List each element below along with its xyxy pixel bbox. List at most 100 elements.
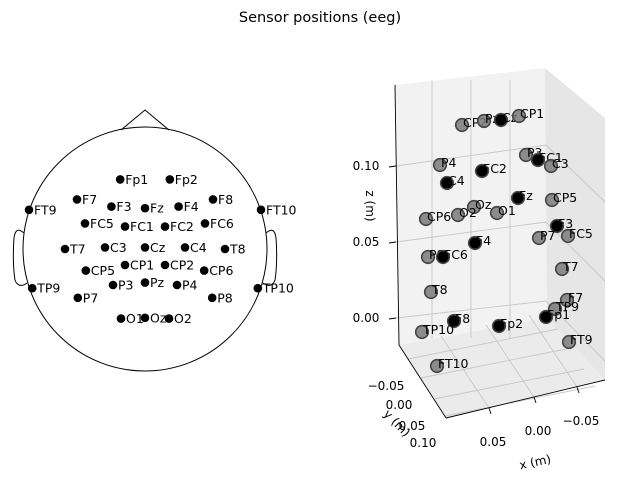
sensor-3d-label-tp9: TP9 (555, 299, 579, 314)
sensor-3d-label-cp1: CP1 (520, 106, 544, 121)
sensor-3d-dot-p8 (420, 249, 436, 265)
sensor-3d-label-f8: F8 (455, 311, 470, 326)
y-axis-line (398, 344, 447, 419)
sensor-label-oz: Oz (150, 310, 167, 325)
sensor-3d-dot-c3 (543, 158, 559, 174)
y-gridline (420, 347, 572, 379)
sensor-label-tp9: TP9 (36, 281, 60, 296)
sensor-3d-label-fz: Fz (519, 188, 533, 203)
head-left-ear (12, 229, 28, 286)
pane-side (545, 68, 605, 380)
sensor-dot-tp9 (27, 283, 37, 293)
sensor-3d-dot-oz (466, 199, 482, 215)
sensor-label-tp10: TP10 (262, 281, 294, 296)
z-tick (388, 317, 397, 320)
sensor-3d-label-fc5: FC5 (569, 226, 593, 241)
sensor-3d-dot-fc5 (560, 228, 576, 244)
x-tick (576, 386, 580, 394)
sensor-label-o1: O1 (126, 311, 144, 326)
sensor-3d-label-fc6: FC6 (444, 247, 468, 262)
x-gridline (440, 335, 490, 409)
z-axis-label: z (m) (363, 190, 377, 221)
sensor-3d-dot-c4 (439, 175, 455, 191)
figure-title: Sensor positions (eeg) (239, 10, 401, 26)
sensor-label-ft10: FT10 (266, 202, 297, 217)
sensor-label-c4: C4 (190, 240, 207, 255)
x-tick-label: −0.05 (563, 414, 600, 428)
z-tick-label: 0.05 (353, 235, 380, 249)
sensor-label-f7: F7 (82, 192, 97, 207)
sensor-dot-t7 (60, 244, 70, 254)
sensor-dot-cp6 (199, 266, 209, 275)
sensor-3d-dot-ft9 (561, 334, 577, 350)
sensor-label-f8: F8 (218, 192, 233, 207)
sensor-3d-label-fc2: FC2 (483, 161, 507, 176)
sensor-3d-dot-p3 (518, 147, 534, 163)
sensor-label-cz: Cz (150, 240, 166, 255)
sensor-dot-oz (140, 313, 150, 323)
z-tick (388, 165, 397, 168)
sensor-dot-p7 (73, 293, 83, 303)
sensor-3d-dot-cp1 (511, 108, 527, 124)
sensor-3d-dot-cp2 (454, 117, 470, 133)
y-tick-label: 0.10 (410, 436, 437, 450)
sensor-3d-dot-f8 (446, 313, 462, 329)
scatter-3d-panel: 0.00 0.05 0.10 −0.05 0.00 0.05 0.10 0.05 0.00 −0.… (353, 68, 606, 472)
sensor-dot-ft10 (256, 205, 266, 215)
tick-marks-3d (388, 165, 580, 415)
sensor-3d-dot-fp2 (491, 318, 507, 334)
sensor-3d-dot-fz (510, 190, 526, 206)
sensor-label-fp1: Fp1 (125, 172, 148, 187)
sensor-3d-dot-t7 (554, 261, 570, 277)
z-gridline (395, 144, 606, 203)
head-nose (120, 109, 170, 131)
sensor-3d-label-p7: P7 (540, 228, 556, 243)
sensor-label-p4: P4 (182, 278, 198, 293)
x-axis-line (445, 379, 606, 419)
sensor-dot-fc2 (160, 222, 170, 231)
sensor-label-cp1: CP1 (130, 258, 154, 273)
sensor-dot-pz (140, 278, 150, 287)
sensor-3d-dot-cp5 (544, 192, 560, 208)
sensor-label-cp5: CP5 (91, 263, 115, 278)
sensor-3d-label-o2: O2 (459, 205, 477, 220)
sensor-dot-fp2 (165, 175, 175, 184)
sensor-3d-dot-f4 (467, 235, 483, 251)
sensor-3d-label-oz: Oz (475, 197, 492, 212)
sensor-label-f4: F4 (184, 199, 199, 214)
x-tick (533, 396, 537, 404)
sensor-dot-f7 (72, 195, 82, 204)
sensor-3d-label-cp6: CP6 (427, 209, 451, 224)
sensor-dot-cp1 (120, 260, 130, 270)
sensor-3d-dot-o2 (450, 207, 466, 223)
sensor-dot-tp10 (253, 283, 263, 293)
sensor-label-fc2: FC2 (170, 219, 194, 234)
sensor-label-o2: O2 (174, 311, 192, 326)
sensor-3d-dot-fc1 (530, 152, 546, 168)
sensor-3d-label-ft9: FT9 (570, 332, 593, 347)
pane-floor (399, 318, 605, 418)
z-axis-line (394, 84, 400, 346)
sensor-label-fc1: FC1 (130, 219, 154, 234)
sensor-3d-label-c3: C3 (552, 156, 569, 171)
sensor-dot-f8 (208, 195, 218, 204)
sensor-label-cp2: CP2 (170, 258, 194, 273)
sensor-3d-dot-f3 (549, 218, 565, 234)
sensor-3d-label-p4: P4 (441, 155, 457, 170)
x-tick-label: 0.05 (480, 435, 507, 449)
sensor-3d-dot-ft10 (429, 358, 445, 374)
x-gridline (528, 314, 578, 388)
sensor-3d-dot-cz (493, 112, 509, 128)
x-tick (488, 407, 492, 415)
axis-lines-3d (394, 84, 606, 419)
sensor-3d-dot-f7 (559, 292, 575, 308)
sensor-3d-dot-tp9 (547, 301, 563, 317)
y-tick-label: 0.05 (399, 419, 426, 433)
sensor-dot-ft9 (24, 205, 34, 215)
sensor-3d-label-t7: T7 (562, 259, 579, 274)
sensor-dot-t8 (220, 244, 230, 254)
sensor-dot-p4 (172, 280, 182, 290)
sensor-dot-f4 (174, 202, 183, 211)
